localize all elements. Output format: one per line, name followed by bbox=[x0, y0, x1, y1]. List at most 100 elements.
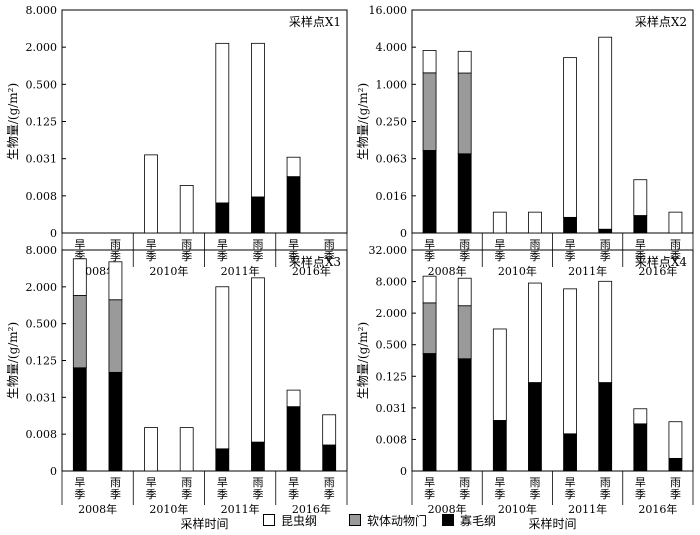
x-tick-label-season: 雨 bbox=[181, 238, 192, 251]
x-tick-label-season: 雨 bbox=[110, 238, 121, 251]
bar-segment-oligochaeta bbox=[108, 371, 123, 472]
y-tick-label: 0.063 bbox=[376, 153, 408, 166]
legend-label-mollusca: 软体动物门 bbox=[367, 513, 428, 528]
x-tick-label-season: 旱 bbox=[146, 476, 157, 489]
bar-segment-mollusca bbox=[422, 302, 437, 354]
x-tick-label-season: 季 bbox=[324, 250, 335, 263]
y-tick-label: 2.000 bbox=[26, 281, 58, 294]
bar-segment-insecta bbox=[457, 50, 472, 74]
x-tick-label-season: 季 bbox=[146, 488, 157, 501]
x-tick-label-season: 季 bbox=[565, 250, 576, 263]
x-tick-label-season: 季 bbox=[110, 488, 121, 501]
bar-segment-insecta bbox=[286, 156, 301, 178]
bar-segment-insecta bbox=[286, 389, 301, 408]
x-tick-label-season: 旱 bbox=[74, 476, 85, 489]
bar-segment-insecta bbox=[668, 421, 683, 459]
x-tick-label-season: 旱 bbox=[424, 238, 435, 251]
x-year-label: 2011年 bbox=[221, 264, 260, 278]
bar-segment-mollusca bbox=[457, 305, 472, 360]
y-tick-label: 16.000 bbox=[369, 4, 408, 17]
x-tick-label-season: 雨 bbox=[181, 476, 192, 489]
y-tick-label: 0.016 bbox=[376, 190, 408, 203]
x-tick-label-season: 旱 bbox=[288, 238, 299, 251]
x-tick-label-season: 雨 bbox=[670, 476, 681, 489]
x-tick-label-season: 季 bbox=[288, 250, 299, 263]
x-year-label: 2010年 bbox=[149, 502, 188, 516]
bar-segment-oligochaeta bbox=[598, 382, 613, 472]
y-tick-label: 2.000 bbox=[26, 41, 58, 54]
bar-segment-oligochaeta bbox=[668, 457, 683, 472]
x-tick-label-season: 季 bbox=[494, 488, 505, 501]
x-axis-title: 采样时间 bbox=[528, 516, 576, 531]
x-tick-label-season: 雨 bbox=[670, 238, 681, 251]
panel-title: 采样点X3 bbox=[289, 254, 341, 269]
x-year-label: 2016年 bbox=[638, 502, 677, 516]
bar-segment-oligochaeta bbox=[563, 216, 577, 234]
bar-segment-insecta bbox=[179, 185, 194, 234]
x-axis-title: 采样时间 bbox=[180, 516, 228, 531]
bar-segment-oligochaeta bbox=[215, 202, 230, 234]
y-axis-title: 生物量/(g/m²) bbox=[356, 83, 370, 160]
y-tick-label: 0 bbox=[50, 227, 57, 240]
bar-segment-oligochaeta bbox=[528, 382, 542, 472]
y-tick-label: 0.031 bbox=[26, 391, 58, 404]
x-tick-label-season: 旱 bbox=[565, 238, 576, 251]
bar-segment-insecta bbox=[668, 211, 683, 234]
y-axis-title: 生物量/(g/m²) bbox=[6, 322, 20, 399]
y-tick-label: 0.008 bbox=[26, 190, 58, 203]
x-tick-label-season: 旱 bbox=[288, 476, 299, 489]
x-tick-label-season: 季 bbox=[181, 488, 192, 501]
x-tick-label-season: 季 bbox=[110, 250, 121, 263]
x-tick-label-season: 季 bbox=[146, 250, 157, 263]
bar-segment-mollusca bbox=[108, 299, 123, 373]
plot-frame bbox=[61, 249, 348, 472]
plot-frame bbox=[411, 249, 694, 472]
x-tick-label-season: 雨 bbox=[529, 476, 540, 489]
bar-segment-insecta bbox=[457, 277, 472, 307]
x-tick-label-season: 旱 bbox=[146, 238, 157, 251]
bar-segment-insecta bbox=[492, 211, 507, 234]
legend-item-mollusca: 软体动物门 bbox=[349, 512, 427, 528]
x-tick-label-season: 季 bbox=[529, 250, 540, 263]
y-tick-label: 0 bbox=[400, 465, 407, 478]
bar-segment-insecta bbox=[528, 282, 542, 383]
x-year-label: 2016年 bbox=[638, 264, 677, 278]
bar-segment-insecta bbox=[215, 286, 230, 450]
panel-title: 采样点X4 bbox=[635, 254, 688, 269]
y-tick-label: 32.000 bbox=[369, 244, 408, 257]
x-year-label: 2010年 bbox=[149, 264, 188, 278]
bar-segment-insecta bbox=[322, 414, 337, 446]
x-tick-label-season: 季 bbox=[670, 250, 681, 263]
y-axis-title: 生物量/(g/m²) bbox=[356, 322, 370, 399]
x-year-label: 2010年 bbox=[498, 264, 537, 278]
x-tick-label-season: 雨 bbox=[252, 476, 263, 489]
y-tick-label: 4.000 bbox=[376, 41, 408, 54]
bar-segment-oligochaeta bbox=[215, 448, 230, 472]
legend-swatch-oligochaeta bbox=[442, 514, 454, 526]
x-tick-label-season: 雨 bbox=[252, 238, 263, 251]
x-tick-label-season: 旱 bbox=[494, 476, 505, 489]
x-tick-label-season: 季 bbox=[252, 250, 263, 263]
x-tick-label-season: 季 bbox=[217, 250, 228, 263]
x-tick-label-season: 雨 bbox=[324, 476, 335, 489]
bar-segment-insecta bbox=[492, 328, 507, 421]
x-tick-label-season: 季 bbox=[217, 488, 228, 501]
bar-segment-insecta bbox=[72, 258, 87, 296]
x-tick-label-season: 雨 bbox=[529, 238, 540, 251]
bar-segment-oligochaeta bbox=[633, 423, 648, 472]
y-tick-label: 8.000 bbox=[376, 276, 408, 289]
bar-segment-oligochaeta bbox=[422, 150, 437, 234]
y-tick-label: 0.125 bbox=[26, 116, 58, 129]
x-tick-label-season: 季 bbox=[459, 250, 470, 263]
x-year-label: 2010年 bbox=[498, 502, 537, 516]
panel-title: 采样点X2 bbox=[635, 14, 687, 29]
x-tick-label-season: 季 bbox=[459, 488, 470, 501]
plot-frame bbox=[61, 9, 348, 234]
x-tick-label-season: 旱 bbox=[635, 238, 646, 251]
bar-segment-oligochaeta bbox=[633, 215, 648, 234]
x-tick-label-season: 旱 bbox=[565, 476, 576, 489]
x-tick-label-season: 季 bbox=[74, 488, 85, 501]
legend-swatch-mollusca bbox=[349, 514, 361, 526]
bar-segment-insecta bbox=[633, 179, 648, 216]
x-year-label: 2008年 bbox=[78, 502, 117, 516]
